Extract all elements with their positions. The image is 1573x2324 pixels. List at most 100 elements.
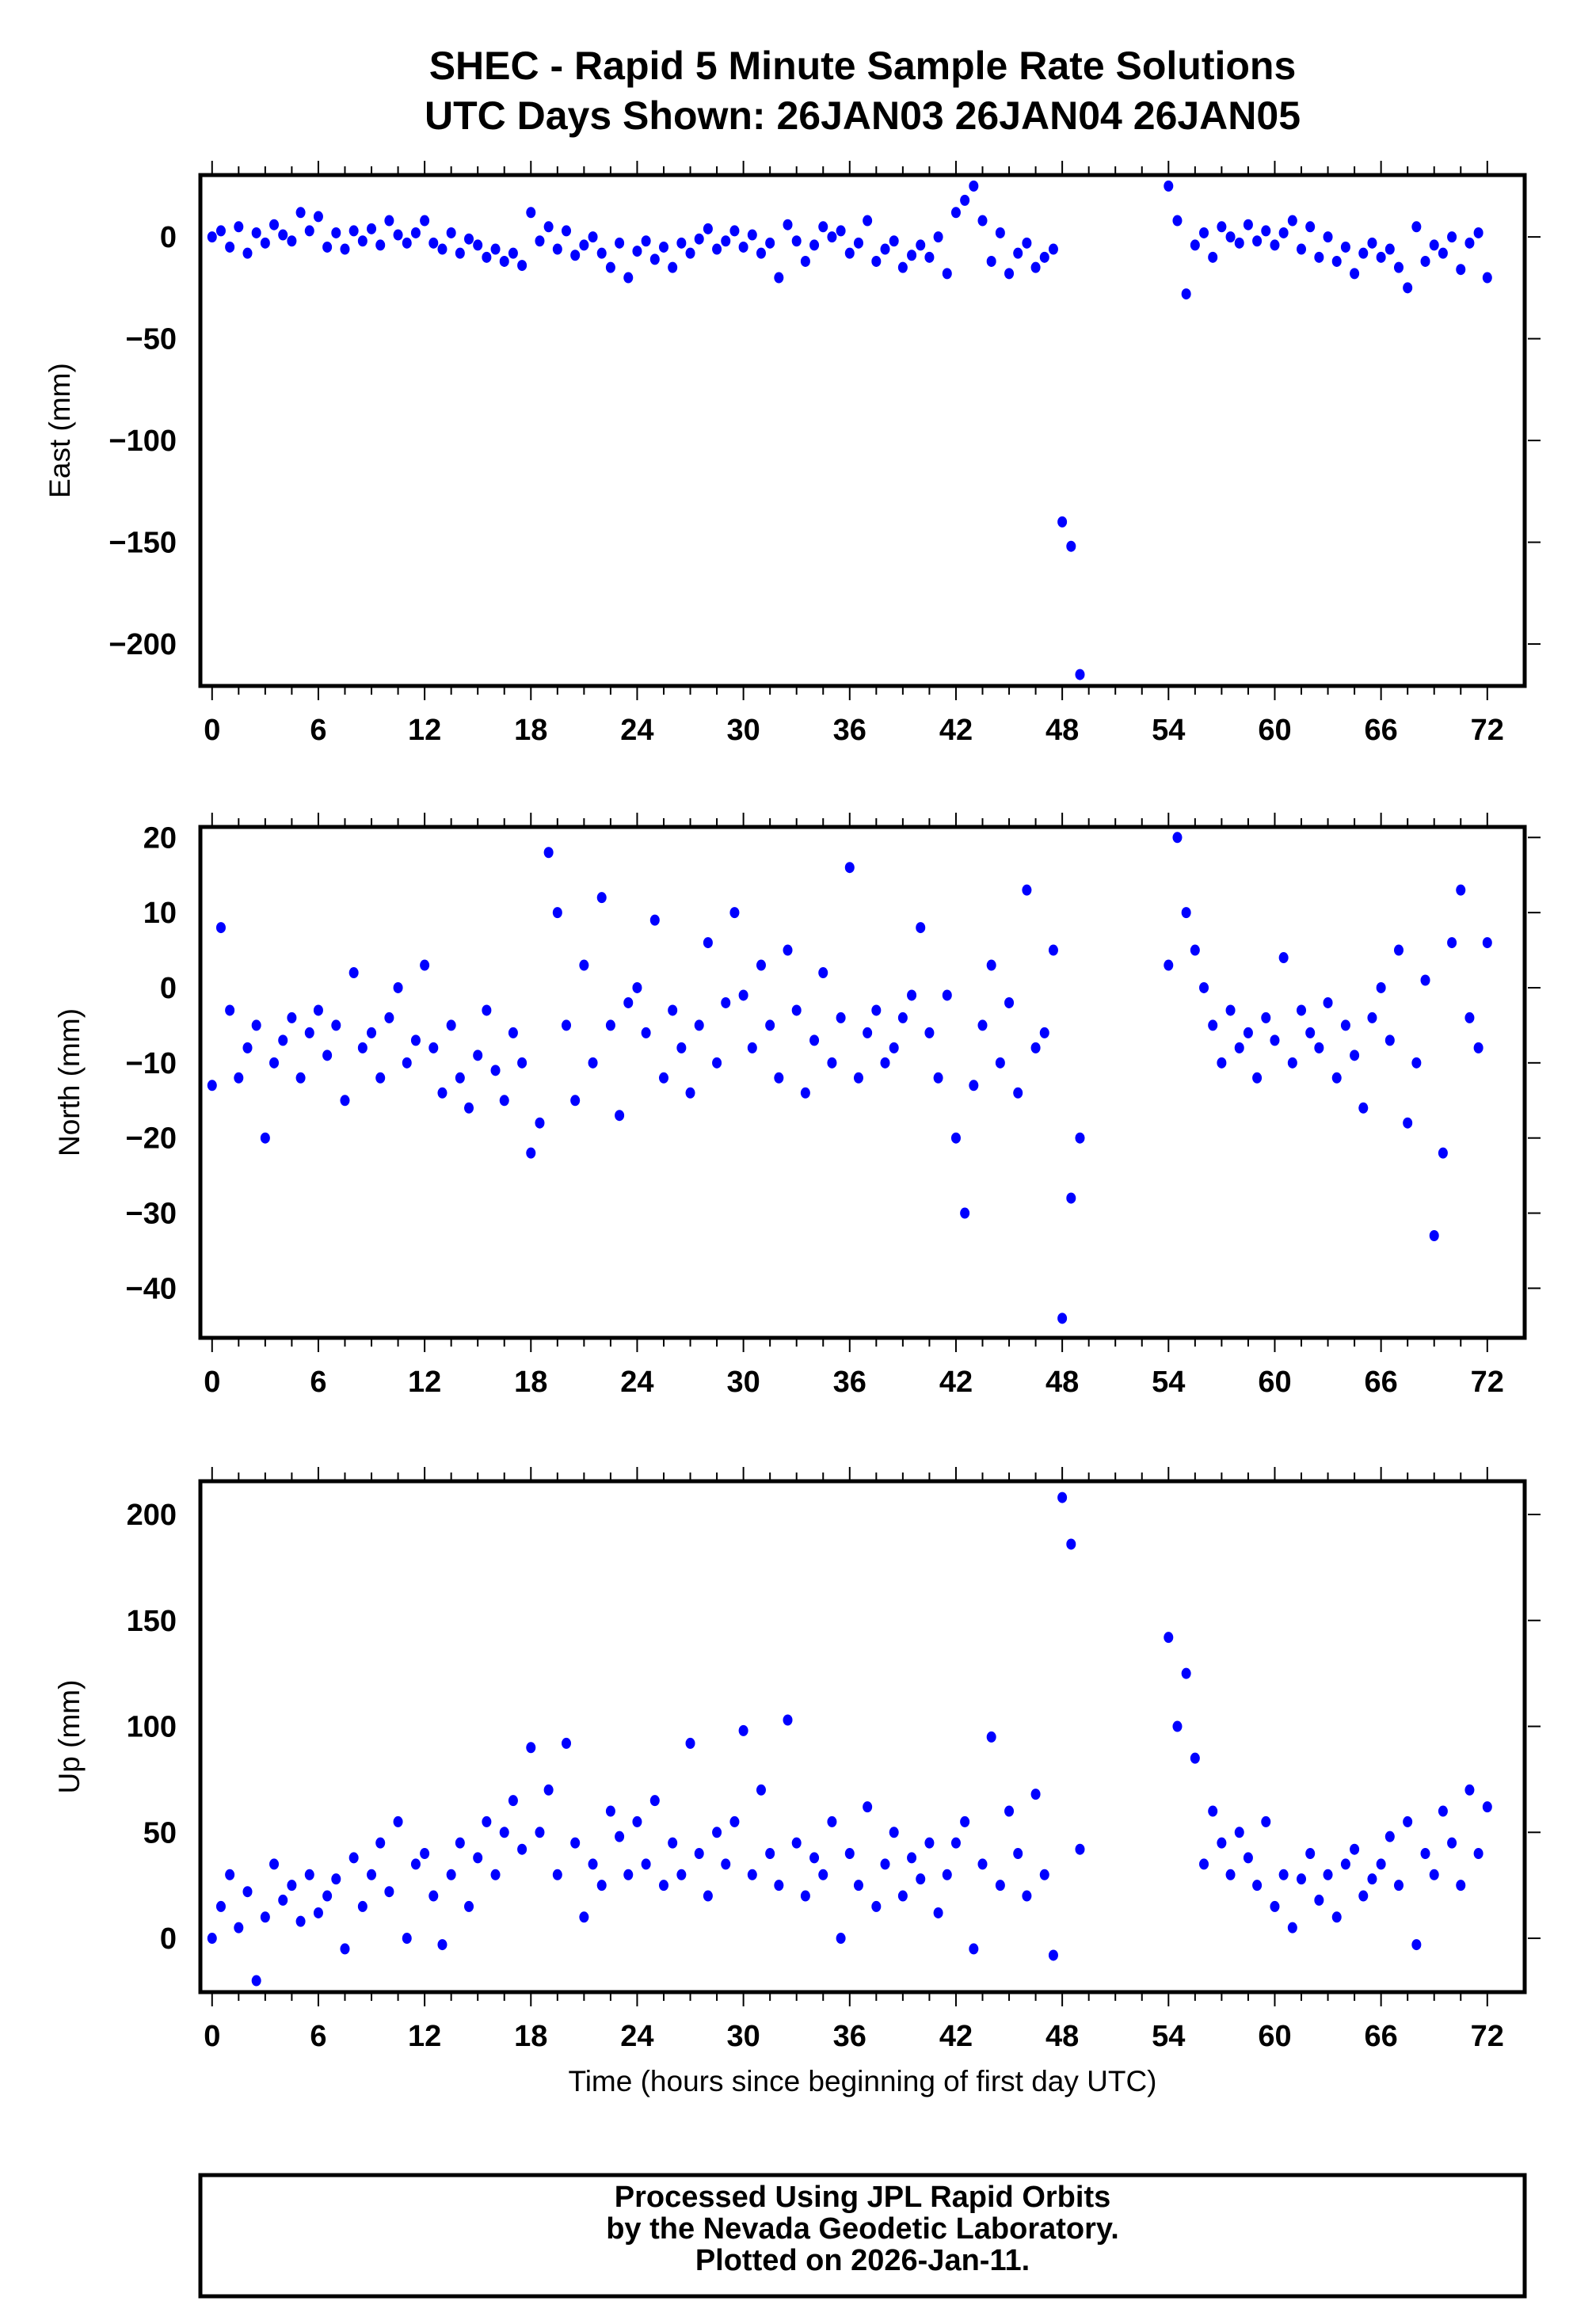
data-point — [756, 1784, 766, 1796]
data-point — [402, 1057, 412, 1069]
data-point — [615, 237, 625, 249]
data-point — [1234, 237, 1244, 249]
y-tick-label: 0 — [160, 1922, 177, 1956]
data-point — [1473, 1042, 1483, 1053]
data-point — [446, 1019, 456, 1031]
data-point — [579, 1911, 589, 1923]
data-point — [552, 907, 562, 919]
data-point — [712, 243, 722, 255]
data-point — [1314, 1894, 1324, 1906]
data-point — [1013, 1848, 1023, 1860]
data-point — [552, 1869, 562, 1880]
x-tick-label: 72 — [1471, 1366, 1504, 1399]
data-point — [1030, 1042, 1041, 1053]
data-point — [420, 215, 430, 227]
data-point — [287, 235, 297, 247]
data-point — [1464, 1784, 1475, 1796]
data-point — [1350, 1843, 1360, 1855]
panel-north: 0 6 12 18 24 30 36 42 48 54 60 66 72 −40 −30 −20 −10 0 10 2… — [53, 813, 1541, 1399]
data-point — [615, 1110, 625, 1122]
data-point — [1172, 832, 1183, 844]
x-tick-label: 6 — [310, 714, 326, 747]
data-point — [1376, 981, 1386, 993]
data-point — [428, 1042, 439, 1053]
y-tick-label: −150 — [109, 527, 177, 560]
data-point — [234, 1072, 244, 1084]
data-point — [1022, 884, 1032, 896]
data-point — [1438, 1147, 1448, 1159]
data-point — [738, 989, 748, 1001]
data-point — [402, 1933, 412, 1945]
data-point — [455, 1837, 465, 1849]
data-point — [269, 1057, 280, 1069]
data-point — [818, 967, 828, 979]
data-point — [809, 1852, 820, 1864]
data-point — [1393, 944, 1404, 956]
data-point — [588, 231, 598, 243]
data-point — [1164, 959, 1174, 971]
data-point — [1243, 1027, 1253, 1038]
data-point — [721, 1858, 731, 1870]
data-point — [535, 235, 545, 247]
data-point — [950, 1837, 961, 1849]
data-point — [765, 237, 775, 249]
data-point — [384, 1886, 394, 1898]
data-point — [207, 1933, 217, 1945]
data-point — [800, 255, 810, 267]
data-point — [916, 239, 926, 251]
x-tick-label: 60 — [1258, 2020, 1291, 2053]
data-point — [1278, 1869, 1289, 1880]
data-point — [676, 237, 687, 249]
data-point — [251, 1019, 261, 1031]
data-point — [995, 1057, 1005, 1069]
data-point — [260, 1132, 270, 1144]
data-point — [1208, 1805, 1218, 1817]
data-point — [1358, 1102, 1369, 1114]
data-point — [1208, 1019, 1218, 1031]
y-tick-label: −100 — [109, 425, 177, 458]
data-point — [756, 959, 766, 971]
data-point — [632, 981, 642, 993]
data-point — [853, 1072, 863, 1084]
data-point — [1252, 1880, 1263, 1892]
data-point — [287, 1012, 297, 1023]
data-point — [1278, 952, 1289, 964]
x-tick-label: 24 — [620, 1366, 653, 1399]
data-point — [1252, 1072, 1263, 1084]
data-point — [623, 996, 634, 1008]
data-point — [1384, 243, 1395, 255]
data-point — [535, 1827, 545, 1838]
data-point — [721, 996, 731, 1008]
data-point — [242, 1042, 253, 1053]
data-point — [225, 1004, 235, 1016]
data-point — [986, 1731, 996, 1743]
data-point — [995, 1880, 1005, 1892]
data-point — [924, 251, 935, 263]
data-point — [348, 225, 359, 237]
panel-east: 0 6 12 18 24 30 36 42 48 54 60 66 72 −200 −150 −100 −50 0… — [44, 161, 1541, 747]
data-point — [517, 1843, 528, 1855]
x-tick-label: 6 — [310, 2020, 326, 2053]
data-point — [596, 247, 607, 259]
data-point — [668, 1837, 678, 1849]
data-point — [357, 235, 368, 247]
y-tick-label: −40 — [126, 1272, 177, 1305]
data-point — [836, 1012, 846, 1023]
x-tick-label: 0 — [204, 714, 220, 747]
data-point — [738, 1724, 748, 1736]
data-point — [1278, 227, 1289, 238]
series-up — [207, 1492, 1492, 1987]
data-point — [738, 241, 748, 253]
data-point — [712, 1827, 722, 1838]
footer-line3: Plotted on 2026-Jan-11. — [695, 2244, 1030, 2277]
data-point — [1181, 907, 1191, 919]
data-point — [827, 231, 837, 243]
data-point — [1013, 1087, 1023, 1099]
data-point — [455, 247, 465, 259]
data-point — [1367, 1012, 1377, 1023]
data-point — [313, 1004, 323, 1016]
data-point — [1411, 1057, 1422, 1069]
data-point — [428, 237, 439, 249]
data-point — [809, 239, 820, 251]
x-tick-label: 18 — [514, 2020, 547, 2053]
